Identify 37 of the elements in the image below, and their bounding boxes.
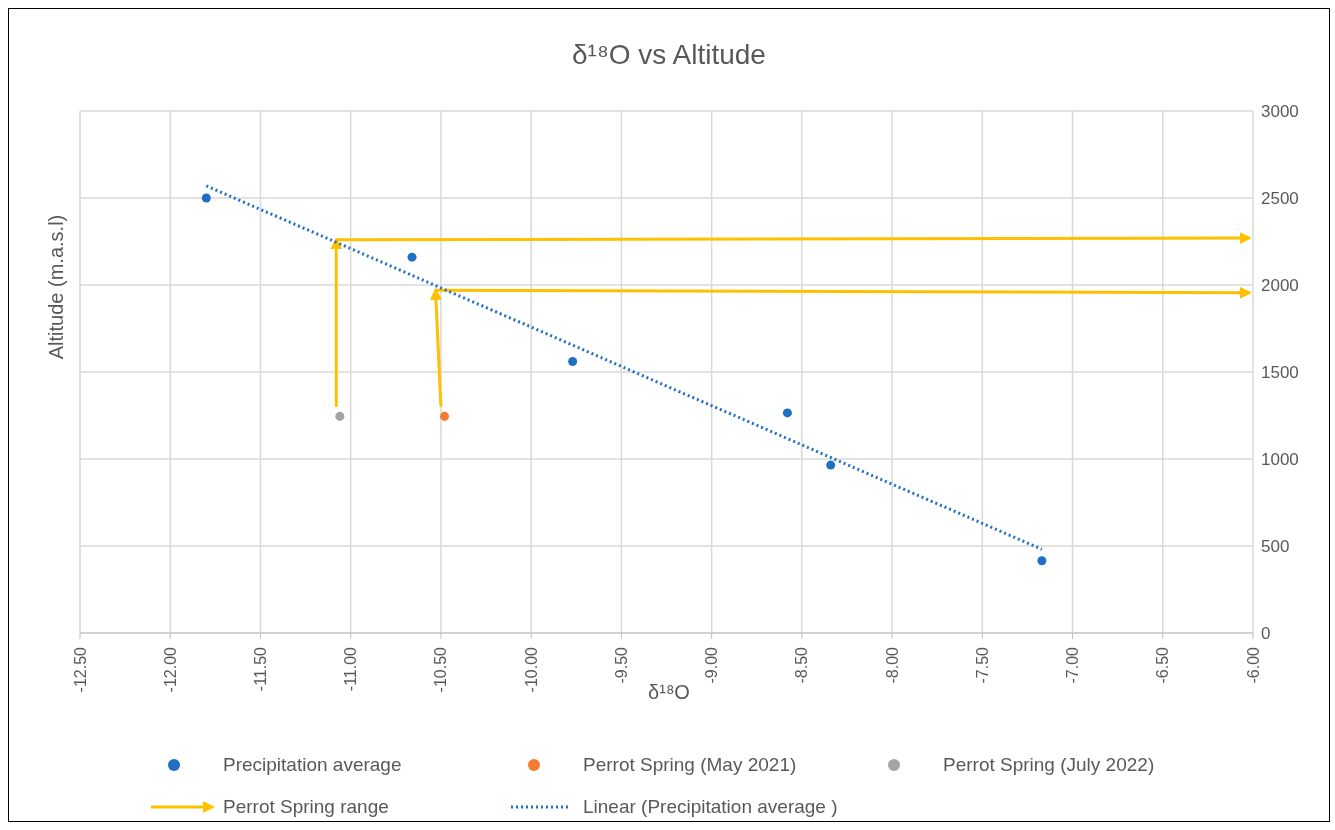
legend-label: Linear (Precipitation average ): [583, 796, 838, 818]
legend-label: Perrot Spring (May 2021): [583, 754, 797, 776]
chart-title: δ¹⁸O vs Altitude: [571, 39, 767, 71]
y-tick-label: 1000: [1261, 450, 1299, 470]
x-tick-label: -7.00: [1064, 646, 1082, 684]
y-tick-label: 0: [1261, 624, 1271, 644]
x-tick-label: -9.00: [703, 646, 721, 684]
x-tick-label: -8.00: [883, 646, 901, 684]
x-axis-title: δ¹⁸O: [648, 681, 690, 703]
x-tick-label: -10.00: [522, 646, 540, 693]
point: [1037, 556, 1047, 566]
x-tick-label: -10.50: [432, 646, 450, 693]
y-tick-label: 2500: [1261, 189, 1299, 209]
y-tick-label: 500: [1261, 537, 1290, 557]
y-tick-label: 3000: [1261, 102, 1299, 122]
point: [826, 460, 836, 470]
y-tick-label: 2000: [1261, 276, 1299, 296]
x-tick-label: -12.50: [71, 646, 89, 693]
point: [335, 411, 345, 421]
y-tick-label: 1500: [1261, 363, 1299, 383]
x-tick-label: -11.00: [342, 646, 360, 692]
x-tick-label: -6.00: [1244, 646, 1262, 684]
x-tick-label: -12.00: [161, 646, 179, 693]
legend-label: Perrot Spring range: [223, 796, 389, 818]
point: [407, 252, 417, 262]
x-tick-label: -9.50: [612, 646, 630, 684]
point: [440, 411, 450, 421]
x-tick-label: -8.50: [793, 646, 811, 684]
y-axis-title: Altitude (m.a.s.l): [44, 214, 68, 360]
x-tick-label: -11.50: [251, 646, 269, 692]
legend-label: Precipitation average: [223, 754, 402, 776]
x-tick-label: -6.50: [1154, 646, 1172, 684]
point: [782, 408, 792, 418]
point: [201, 193, 211, 203]
x-tick-label: -7.50: [973, 646, 991, 684]
point: [568, 357, 578, 367]
legend-label: Perrot Spring (July 2022): [943, 754, 1155, 776]
